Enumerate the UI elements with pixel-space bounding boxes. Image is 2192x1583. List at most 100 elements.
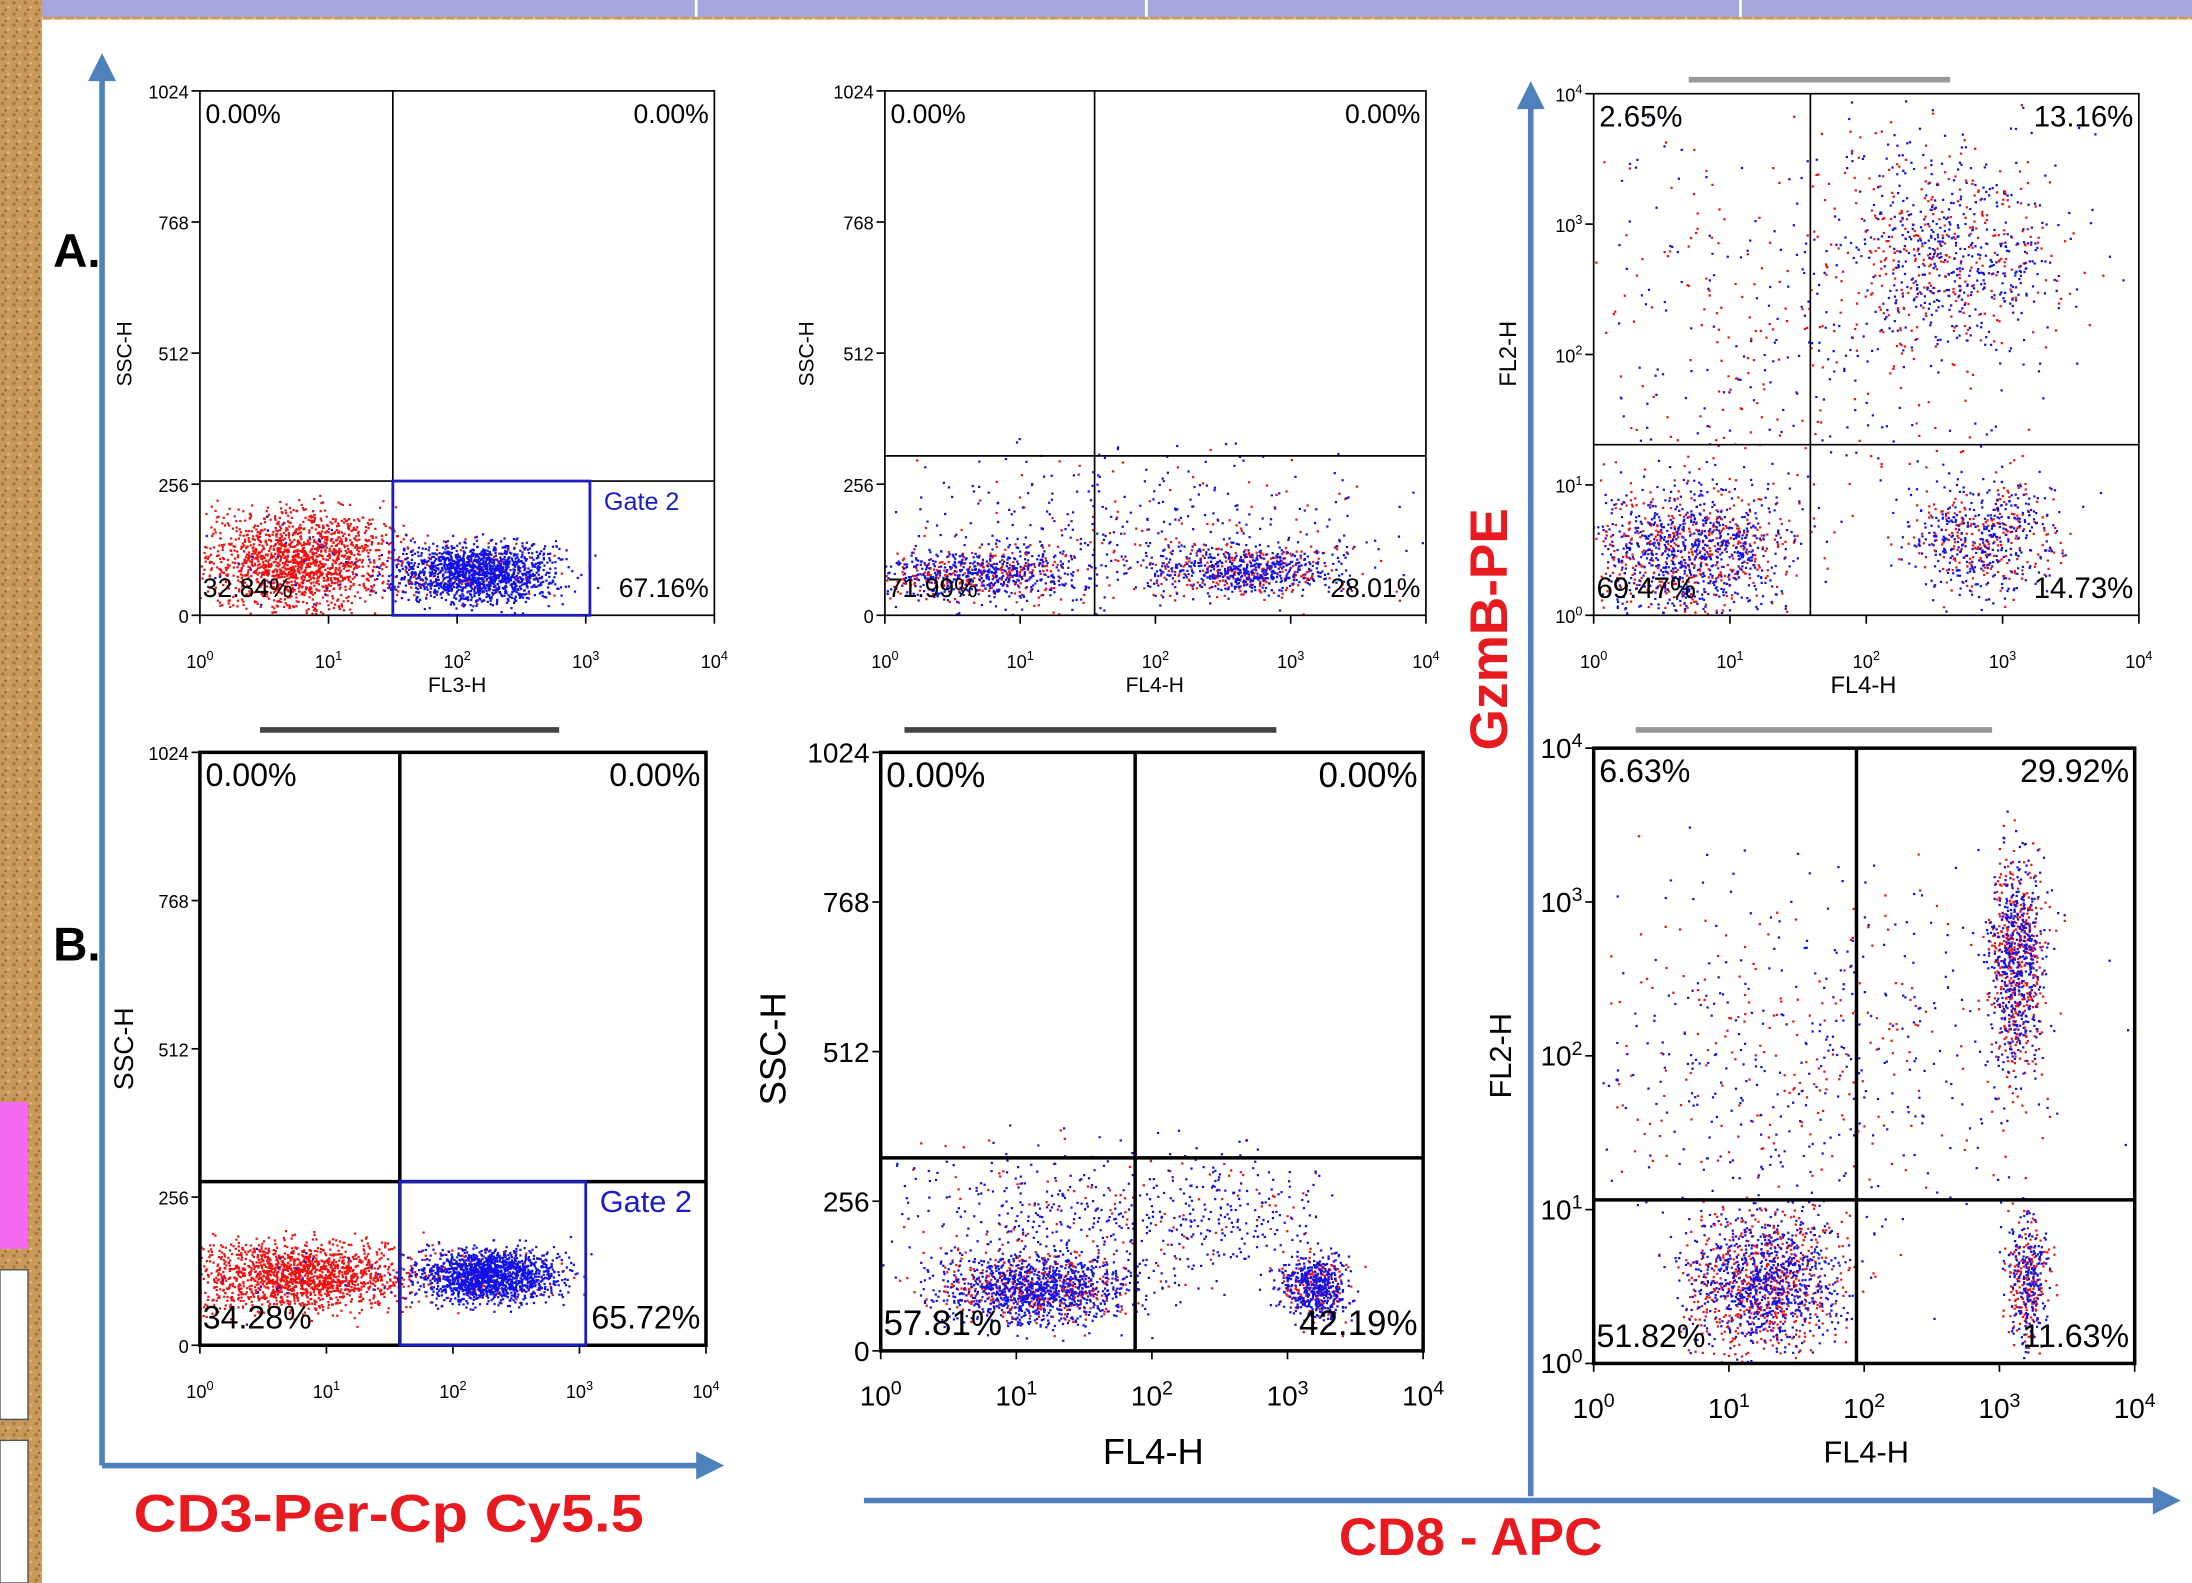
tick-exponent: 2 xyxy=(1874,1390,1885,1412)
y-axis-label: FL2-H xyxy=(1495,321,1522,387)
tick-base: 10 xyxy=(1541,1195,1572,1226)
quadrant-percent: 2.65% xyxy=(1599,101,1682,134)
tick-exponent: 0 xyxy=(206,1378,213,1393)
tick-base: 10 xyxy=(1580,652,1600,672)
quadrant-percent: 28.01% xyxy=(1330,573,1420,603)
quadrant-percent: 0.00% xyxy=(886,756,985,795)
event-dots-red xyxy=(1806,112,2105,377)
y-tick-label: 1024 xyxy=(148,82,188,102)
y-tick-label: 256 xyxy=(823,1186,870,1217)
event-dots xyxy=(1593,100,2125,616)
event-dots-blue xyxy=(1998,1197,2052,1360)
event-dots-blue xyxy=(1974,810,2060,1125)
y-tick-label: 512 xyxy=(158,1040,188,1060)
tick-base: 10 xyxy=(572,652,592,672)
x-tick-label: 102 xyxy=(1131,1378,1173,1412)
y-tick-label: 512 xyxy=(823,1037,870,1068)
tick-exponent: 0 xyxy=(1575,604,1582,619)
event-dots-blue xyxy=(354,533,600,616)
tick-exponent: 4 xyxy=(1575,82,1582,97)
tick-exponent: 2 xyxy=(1575,343,1582,358)
tick-base: 10 xyxy=(315,652,335,672)
quadrant-percent: 13.16% xyxy=(2034,101,2134,134)
tick-exponent: 3 xyxy=(1575,213,1582,228)
x-tick-label: 100 xyxy=(871,648,898,671)
axis-title: CD3-Per-Cp Cy5.5 xyxy=(134,1484,644,1543)
quadrant-percent: 0.00% xyxy=(609,757,700,793)
tick-base: 10 xyxy=(1555,476,1575,496)
tick-exponent: 4 xyxy=(2145,1390,2156,1412)
tick-base: 10 xyxy=(1978,1393,2009,1424)
tick-base: 10 xyxy=(1853,652,1873,672)
tick-base: 10 xyxy=(860,1381,891,1412)
tick-exponent: 0 xyxy=(1604,1390,1615,1412)
y-tick-label: 256 xyxy=(843,476,873,496)
x-tick-label: 100 xyxy=(1573,1390,1615,1424)
x-tick-label: 101 xyxy=(315,648,342,671)
tick-exponent: 3 xyxy=(2010,1390,2021,1412)
quadrant-percent: 0.00% xyxy=(891,99,966,129)
event-dots xyxy=(884,437,1424,616)
tick-base: 10 xyxy=(1007,652,1027,672)
axis-title: GzmB-PE xyxy=(1460,508,1519,750)
x-tick-label: 104 xyxy=(701,648,728,671)
y-tick-label: 768 xyxy=(158,214,188,234)
tick-base: 10 xyxy=(1716,652,1736,672)
event-dots-red xyxy=(1977,819,2058,1114)
x-tick-label: 100 xyxy=(186,648,213,671)
tick-base: 10 xyxy=(2125,652,2145,672)
event-dots-blue xyxy=(1268,1242,1360,1326)
x-tick-label: 104 xyxy=(692,1378,719,1401)
side-box xyxy=(0,1269,29,1421)
row-label: A. xyxy=(53,225,101,278)
y-tick-label: 1024 xyxy=(833,82,873,102)
quadrant-percent: 67.16% xyxy=(619,573,709,603)
event-dots-blue xyxy=(390,1235,593,1313)
tick-base: 10 xyxy=(1131,1381,1162,1412)
quadrant-percent: 0.00% xyxy=(1345,99,1420,129)
event-dots-red xyxy=(906,1250,1140,1338)
x-tick-label: 102 xyxy=(1853,648,1880,671)
x-tick-label: 101 xyxy=(1708,1390,1750,1424)
quadrant-percent: 32.84% xyxy=(203,573,293,603)
x-tick-label: 101 xyxy=(1007,648,1034,671)
x-tick-label: 102 xyxy=(443,648,470,671)
tick-base: 10 xyxy=(1277,652,1297,672)
gate-box xyxy=(398,1180,588,1347)
tick-base: 10 xyxy=(1555,85,1575,105)
tick-base: 10 xyxy=(1708,1393,1739,1424)
quadrant-percent: 57.81% xyxy=(884,1304,1002,1343)
tick-exponent: 3 xyxy=(1297,648,1304,663)
x-axis-label: FL4-H xyxy=(1126,674,1184,697)
y-tick-label: 0 xyxy=(864,607,874,627)
event-dots xyxy=(199,494,600,616)
gate-box xyxy=(391,479,592,617)
y-tick-label: 103 xyxy=(1555,213,1582,236)
y-tick-label: 768 xyxy=(843,214,873,234)
tick-base: 10 xyxy=(995,1381,1026,1412)
y-tick-label: 512 xyxy=(843,345,873,365)
quadrant-percent: 69.47% xyxy=(1596,572,1696,605)
y-tick-label: 0 xyxy=(179,607,189,627)
quadrant-percent: 42.19% xyxy=(1299,1304,1417,1343)
tick-base: 10 xyxy=(2114,1393,2145,1424)
tick-exponent: 2 xyxy=(464,648,471,663)
y-tick-label: 512 xyxy=(158,345,188,365)
quadrant-percent: 51.82% xyxy=(1596,1318,1705,1354)
tick-exponent: 3 xyxy=(592,648,599,663)
x-tick-label: 104 xyxy=(2125,648,2152,671)
x-tick-label: 104 xyxy=(1412,648,1439,671)
tick-base: 10 xyxy=(1555,346,1575,366)
gate-label: Gate 2 xyxy=(604,488,680,516)
tick-exponent: 1 xyxy=(1026,1378,1037,1400)
tick-exponent: 3 xyxy=(1572,884,1583,906)
x-tick-label: 103 xyxy=(1277,648,1304,671)
x-tick-label: 103 xyxy=(1989,648,2016,671)
y-tick-label: 0 xyxy=(179,1337,189,1357)
event-dots xyxy=(199,1230,593,1328)
tick-base: 10 xyxy=(1555,607,1575,627)
y-axis-label: SSC-H xyxy=(109,1007,139,1090)
event-dots-blue xyxy=(894,1245,1178,1342)
